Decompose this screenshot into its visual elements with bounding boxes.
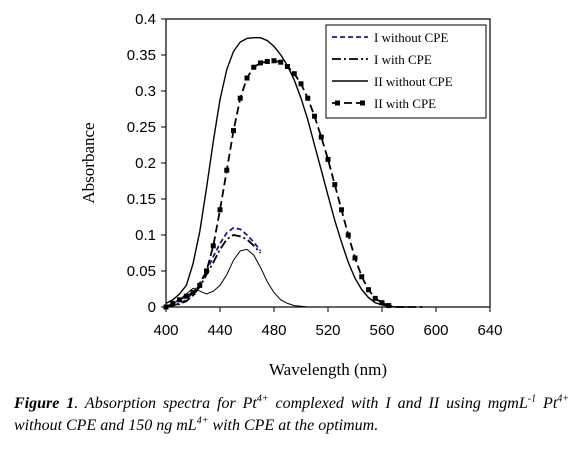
caption-text: without CPE and 150 ng mL [14,417,197,434]
x-axis-title: Wavelength (nm) [269,360,387,379]
y-tick-label: 0.4 [135,11,156,28]
x-tick-label: 520 [315,322,340,339]
series-line [165,234,262,308]
data-point-marker [318,134,324,140]
y-tick-label: 0.05 [127,263,156,280]
data-point-marker [183,293,189,299]
caption-superscript: 4+ [557,393,570,405]
y-axis-title: Absorbance [79,122,98,203]
data-point-marker [237,95,243,101]
y-tick-label: 0.1 [135,227,156,244]
y-tick-label: 0.15 [127,191,156,208]
data-point-marker [339,207,344,213]
data-point-marker [217,207,223,213]
data-point-marker [190,290,196,296]
data-point-marker [386,303,392,309]
data-point-marker [345,232,351,238]
caption-superscript: 4+ [196,415,209,427]
data-point-marker [285,64,290,70]
legend-label: II without CPE [374,74,453,89]
data-point-marker [258,60,263,66]
legend: I without CPE I with CPE II without CPE II … [325,24,487,119]
caption-text: complexed with I and II using mgmL [268,395,528,412]
legend-marker [335,100,340,106]
figure-caption: Figure 1. Absorption spectra for Pt4+ co… [14,393,569,437]
series-line [165,248,315,308]
data-point-marker [204,268,209,274]
x-tick-label: 560 [369,322,394,339]
data-point-marker [379,300,385,306]
y-tick-label: 0 [148,299,156,316]
x-tick-label: 600 [423,322,448,339]
caption-text: . Absorption spectra for Pt [74,395,257,412]
data-point-marker [305,95,311,101]
data-point-marker [332,182,338,188]
data-point-marker [372,295,378,301]
x-tick-label: 400 [153,322,178,339]
data-point-marker [352,255,358,261]
legend-marker [360,100,365,106]
data-point-marker [251,64,257,70]
data-point-marker [231,128,236,134]
data-point-marker [291,71,297,77]
absorption-spectra-chart: 400 440 480 520 560 600 640 0 0.05 0.1 0.15 0.2 0.25… [79,11,503,379]
y-tick-label: 0.3 [135,83,156,100]
data-point-marker [366,287,371,293]
caption-figure-label: Figure 1 [14,395,75,412]
data-point-marker [359,274,365,280]
caption-text: with CPE at the optimum. [208,417,379,434]
caption-superscript: 4+ [256,393,269,405]
caption-text: Pt [536,395,558,412]
y-tick-label: 0.2 [135,155,156,172]
data-point-marker [210,243,216,249]
data-point-marker [264,58,270,64]
data-point-marker [298,81,304,87]
x-tick-label: 480 [261,322,286,339]
x-tick-label: 440 [207,322,232,339]
y-tick-label: 0.25 [127,119,156,136]
y-tick-label: 0.35 [127,47,156,64]
data-point-marker [278,59,284,65]
data-point-marker [271,58,277,64]
axis-ticks: 400 440 480 520 560 600 640 0 0.05 0.1 0.15 0.2 0.25… [127,11,503,339]
legend-label: I with CPE [374,52,432,67]
data-point-marker [170,300,176,306]
legend-label: II with CPE [374,96,436,111]
series-group [163,37,423,310]
data-point-marker [224,167,230,173]
legend-label: I without CPE [374,30,448,45]
legend-box [325,24,487,119]
data-point-marker [312,113,317,119]
caption-superscript: -1 [527,393,537,405]
data-point-marker [244,75,250,81]
x-tick-label: 640 [477,322,502,339]
data-point-marker [325,156,331,162]
data-point-marker [197,282,203,288]
